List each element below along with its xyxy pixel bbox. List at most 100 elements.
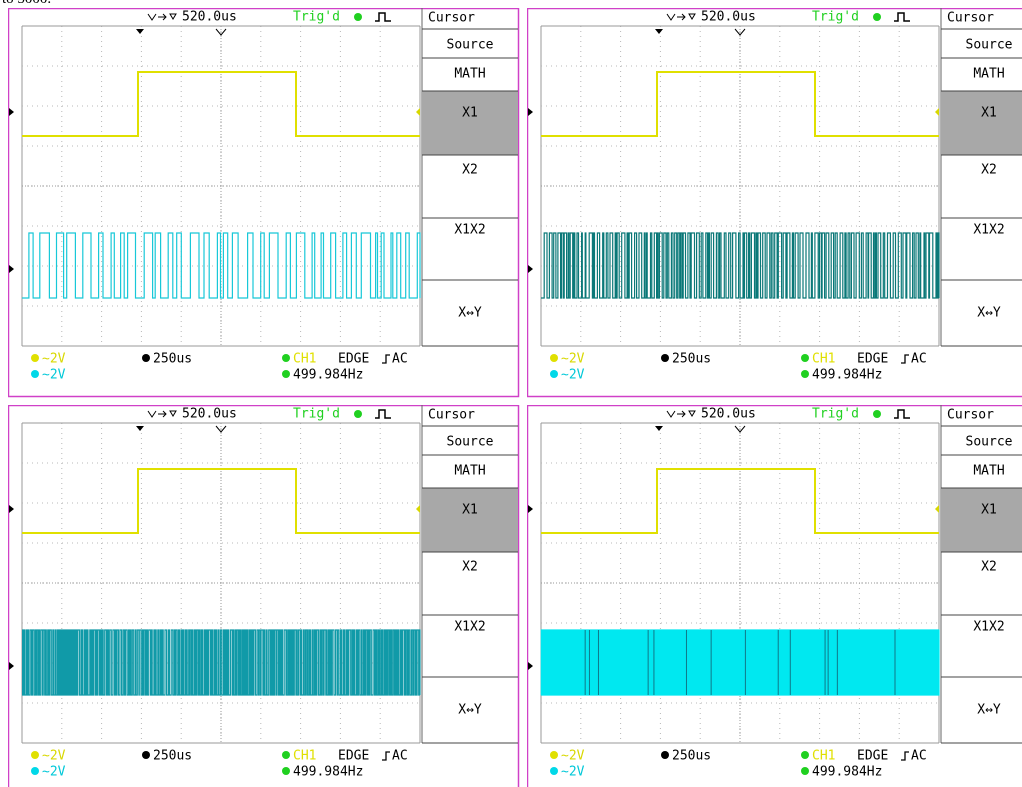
timebase-offset: 520.0us — [701, 407, 756, 422]
coupling: AC — [392, 352, 408, 367]
menu-item: Source — [447, 435, 494, 450]
trigger-led — [354, 410, 362, 418]
ch1-icon — [550, 751, 558, 759]
menu-item: X1X2 — [973, 223, 1004, 238]
trigger-led — [873, 13, 881, 21]
menu-item: X2 — [462, 163, 478, 178]
menu-item: MATH — [454, 464, 485, 479]
frequency-icon — [801, 370, 809, 378]
trigger-type: EDGE — [338, 749, 369, 764]
trigger-source: CH1 — [812, 749, 835, 764]
menu-highlight — [941, 488, 1022, 552]
timebase-offset: 520.0us — [182, 10, 237, 25]
frequency-icon — [801, 767, 809, 775]
trigger-status: Trig'd — [293, 407, 340, 422]
ch2-scale: ∼2V — [42, 368, 66, 383]
trigger-status: Trig'd — [812, 10, 859, 25]
figure: to 5000. 520.0us Trig'd Cursor Source MATH X1… — [0, 0, 1022, 787]
trigger-source-icon — [282, 751, 290, 759]
ch2-icon — [31, 767, 39, 775]
timebase-icon — [661, 751, 669, 759]
menu-item: X2 — [981, 560, 997, 575]
trigger-led — [873, 410, 881, 418]
timebase-icon — [661, 354, 669, 362]
coupling: AC — [911, 749, 927, 764]
menu-item: X1 — [981, 503, 997, 518]
menu-item: Source — [447, 38, 494, 53]
menu-item: X1X2 — [454, 223, 485, 238]
menu-item: X2 — [462, 560, 478, 575]
scope-screen: 520.0usTrig'dCursorSourceMATHX1X2X1X2X↔Y… — [8, 405, 520, 787]
ch2-scale: ∼2V — [561, 765, 585, 780]
coupling: AC — [911, 352, 927, 367]
menu-item: X1 — [462, 106, 478, 121]
menu-item: X↔Y — [977, 703, 1001, 718]
menu-item: MATH — [973, 464, 1004, 479]
timebase: 250us — [672, 352, 711, 367]
menu-highlight — [941, 91, 1022, 155]
menu-item: MATH — [454, 67, 485, 82]
menu-title: Cursor — [428, 11, 475, 26]
menu-item: X2 — [981, 163, 997, 178]
menu-title: Cursor — [947, 408, 994, 423]
timebase: 250us — [153, 352, 192, 367]
menu-item: X1 — [981, 106, 997, 121]
trigger-source-icon — [282, 354, 290, 362]
menu-item: Source — [966, 38, 1013, 53]
trigger-status: Trig'd — [293, 10, 340, 25]
menu-item: X1X2 — [454, 620, 485, 635]
coupling: AC — [392, 749, 408, 764]
trigger-source: CH1 — [812, 352, 835, 367]
trigger-type: EDGE — [338, 352, 369, 367]
trigger-source: CH1 — [293, 749, 316, 764]
menu-item: X1X2 — [973, 620, 1004, 635]
timebase-offset: 520.0us — [182, 407, 237, 422]
ch2-waveform — [22, 630, 420, 695]
ch2-scale: ∼2V — [561, 368, 585, 383]
trigger-source-icon — [801, 354, 809, 362]
frequency: 499.984Hz — [812, 368, 882, 383]
panel-border — [9, 406, 519, 787]
trigger-type: EDGE — [857, 352, 888, 367]
ch2-waveform — [541, 630, 939, 695]
menu-item: X↔Y — [458, 703, 482, 718]
menu-item: X1 — [462, 503, 478, 518]
menu-item: MATH — [973, 67, 1004, 82]
timebase-offset: 520.0us — [701, 10, 756, 25]
menu-item: X↔Y — [977, 306, 1001, 321]
frequency-icon — [282, 370, 290, 378]
menu-title: Cursor — [947, 11, 994, 26]
ch2-icon — [31, 370, 39, 378]
menu-item: X↔Y — [458, 306, 482, 321]
menu-highlight — [422, 488, 518, 552]
menu-item: Source — [966, 435, 1013, 450]
frequency: 499.984Hz — [812, 765, 882, 780]
timebase-icon — [142, 354, 150, 362]
trigger-source: CH1 — [293, 352, 316, 367]
caption-fragment: to 5000. — [2, 0, 51, 8]
trigger-type: EDGE — [857, 749, 888, 764]
timebase: 250us — [672, 749, 711, 764]
ch1-scale: ∼2V — [42, 352, 66, 367]
ch1-scale: ∼2V — [561, 749, 585, 764]
frequency: 499.984Hz — [293, 368, 363, 383]
ch2-icon — [550, 767, 558, 775]
ch2-icon — [550, 370, 558, 378]
trigger-status: Trig'd — [812, 407, 859, 422]
menu-title: Cursor — [428, 408, 475, 423]
trigger-led — [354, 13, 362, 21]
menu-highlight — [422, 91, 518, 155]
frequency-icon — [282, 767, 290, 775]
ch2-scale: ∼2V — [42, 765, 66, 780]
ch1-icon — [550, 354, 558, 362]
ch1-icon — [31, 354, 39, 362]
frequency: 499.984Hz — [293, 765, 363, 780]
panel-border — [528, 9, 1022, 397]
timebase-icon — [142, 751, 150, 759]
ch1-scale: ∼2V — [42, 749, 66, 764]
ch1-scale: ∼2V — [561, 352, 585, 367]
trigger-source-icon — [801, 751, 809, 759]
